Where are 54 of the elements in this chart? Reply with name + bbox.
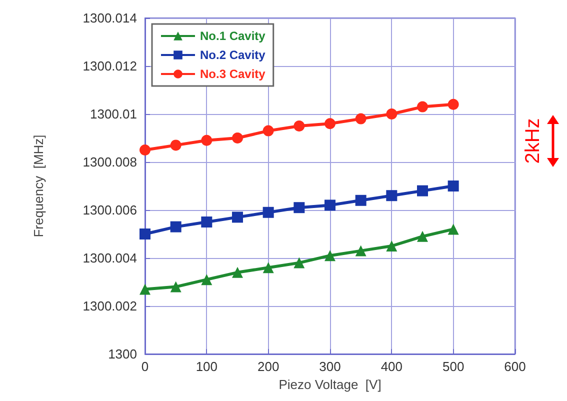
point: [417, 185, 428, 196]
point: [386, 190, 398, 202]
point: [140, 144, 150, 156]
point: [448, 98, 459, 110]
point: [324, 118, 336, 130]
legend-label: No.2 Cavity: [200, 48, 266, 62]
point: [417, 101, 428, 112]
x-tick-label: 600: [504, 359, 526, 374]
y-tick-label: 1300.002: [82, 298, 137, 314]
point: [324, 250, 336, 262]
point: [232, 212, 243, 223]
legend-label: No.3 Cavity: [200, 67, 266, 81]
x-tick-label: 500: [442, 359, 464, 374]
y-tick-label: 1300.012: [82, 58, 137, 74]
x-tick-label: 0: [141, 359, 149, 374]
legend-label: No.1 Cavity: [200, 29, 266, 43]
text: 2kHz: [522, 118, 544, 164]
point: [386, 108, 398, 120]
x-tick-label: 100: [196, 359, 218, 374]
point: [262, 206, 274, 218]
point: [294, 120, 305, 132]
x-axis-title: Piezo Voltage [V]: [278, 376, 382, 392]
y-tick-label: 1300.01: [90, 106, 137, 122]
point: [170, 221, 182, 232]
point: [201, 274, 212, 286]
x-tick-label: 400: [380, 359, 403, 374]
y-tick-label: 1300.014: [82, 10, 137, 26]
point: [448, 180, 459, 192]
point: [324, 200, 336, 211]
y-axis-title: Frequency [MHz]: [31, 134, 46, 238]
point: [386, 240, 398, 252]
point: [355, 113, 366, 124]
y-tick-label: 1300.008: [82, 154, 137, 170]
point: [201, 216, 212, 228]
y-tick-label: 1300.004: [82, 250, 137, 266]
point: [140, 228, 150, 240]
point: [355, 194, 366, 206]
point: [294, 202, 305, 214]
x-tick-label: 200: [257, 359, 280, 374]
point: [232, 132, 243, 144]
point: [448, 224, 459, 235]
point: [262, 262, 274, 274]
point: [355, 245, 366, 256]
point: [170, 281, 182, 292]
point: [417, 230, 428, 242]
x-tick-label: 300: [319, 359, 341, 374]
point: [294, 257, 305, 268]
y-tick-label: 1300: [108, 346, 137, 362]
point: [232, 266, 243, 278]
y-tick-label: 1300.006: [82, 202, 137, 218]
point: [170, 140, 182, 151]
point: [140, 284, 150, 295]
point: [201, 134, 212, 146]
point: [262, 125, 274, 136]
